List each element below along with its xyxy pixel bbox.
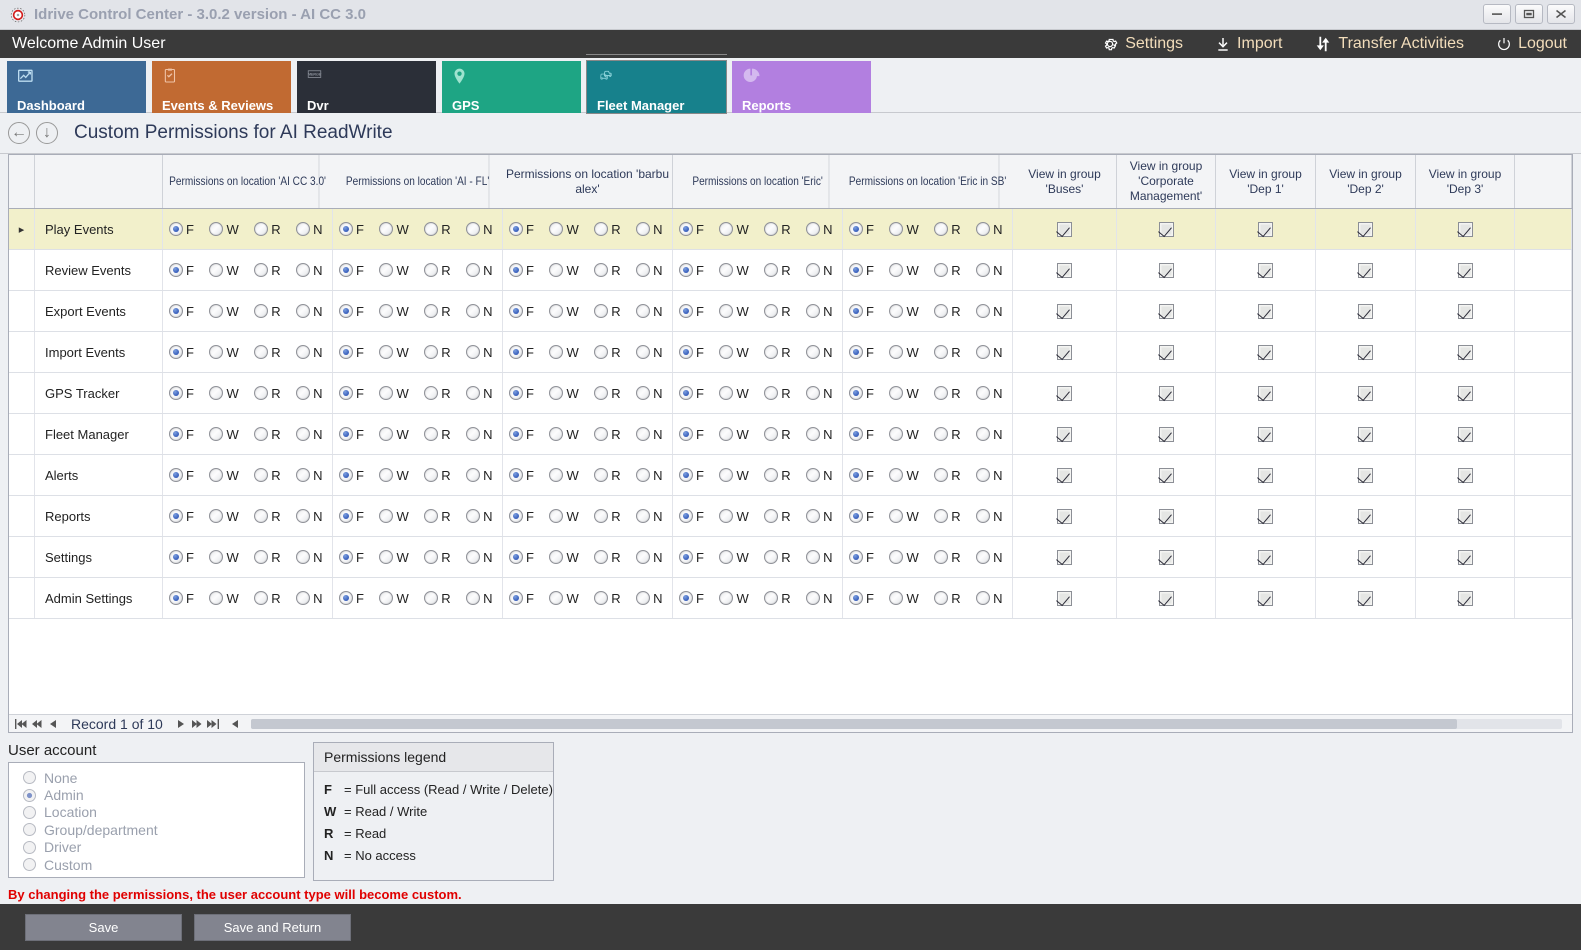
svg-text:MERGE: MERGE <box>308 72 322 76</box>
